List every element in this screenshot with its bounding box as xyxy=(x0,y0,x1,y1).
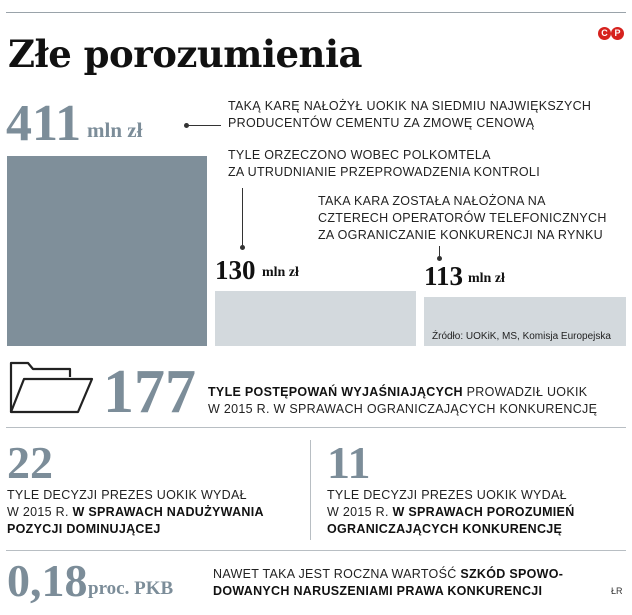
leader-line-411 xyxy=(187,125,221,126)
chart-bar-operators xyxy=(424,297,626,346)
leader-line-113 xyxy=(439,246,440,258)
copyright-c-icon: C xyxy=(598,27,611,40)
stat-177-value: 177 xyxy=(103,358,196,426)
chart-desc-cement: Taką karę nałożył UOKiK na siedmiu najwi… xyxy=(228,99,592,130)
section-divider-2 xyxy=(6,550,626,551)
stat-177-text: Tyle postępowań wyjaśniających prowadził… xyxy=(208,385,598,416)
chart-unit-411: mln zł xyxy=(87,118,143,142)
stat-22-value: 22 xyxy=(7,437,53,488)
chart-unit-130: mln zł xyxy=(262,265,299,280)
page-title: Złe porozumienia xyxy=(8,32,362,76)
leader-dot-130 xyxy=(240,245,245,250)
chart-value-130: 130 xyxy=(215,255,256,285)
leader-dot-113 xyxy=(437,256,442,261)
chart-source: Źródło: UOKiK, MS, Komisja Europejska xyxy=(432,331,611,342)
leader-dot-411 xyxy=(184,123,189,128)
folder-icon xyxy=(8,357,94,415)
chart-desc-operators: Taka kara została nałożona na czterech o… xyxy=(318,194,607,242)
leader-line-130 xyxy=(242,188,243,246)
chart-value-411: 411 xyxy=(6,95,82,152)
section-divider xyxy=(6,427,626,428)
author-credit: ŁR xyxy=(611,586,623,596)
stat-22-text: Tyle decyzji prezes UOKiK wydał w 2015 r… xyxy=(7,488,264,536)
chart-unit-113: mln zł xyxy=(468,271,505,286)
chart-desc-polkomtel: Tyle orzeczono wobec Polkomtela za utrud… xyxy=(228,148,540,179)
chart-bar-polkomtel xyxy=(215,291,416,346)
stat-018-unit: proc. PKB xyxy=(88,578,174,599)
stat-018-text: Nawet taka jest roczna wartość szkód spo… xyxy=(213,567,564,598)
column-divider xyxy=(310,440,311,540)
stat-018-value: 0,18 xyxy=(7,555,88,606)
stat-11-value: 11 xyxy=(327,437,371,488)
chart-bar-cement xyxy=(7,156,207,346)
chart-value-113: 113 xyxy=(424,261,464,291)
top-rule xyxy=(6,12,626,13)
stat-11-text: Tyle decyzji prezes UOKiK wydał w 2015 r… xyxy=(327,488,575,536)
copyright-p-icon: P xyxy=(611,27,624,40)
